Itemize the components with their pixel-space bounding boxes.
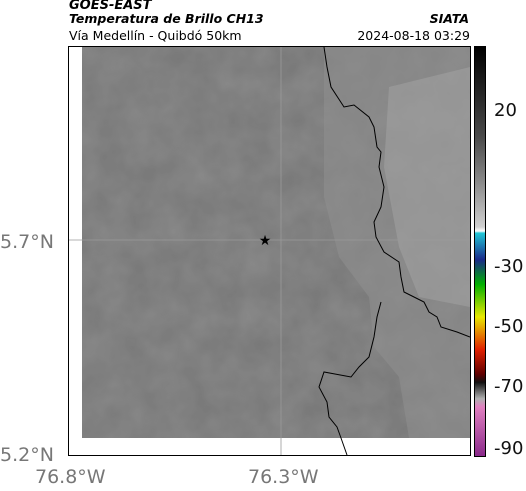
lat-tick-label: 5.7°N <box>0 231 54 253</box>
colorbar <box>474 46 486 457</box>
datetime-label: 2024-08-18 03:29 <box>357 28 470 43</box>
colorbar-tick-label: 20 <box>494 100 517 121</box>
agency-label: SIATA <box>429 11 469 26</box>
satellite-name: GOES-EAST <box>69 0 152 13</box>
colorbar-tick-label: -90 <box>494 438 524 459</box>
lat-tick-label: 5.2°N <box>0 444 54 466</box>
border-line-east <box>323 47 470 338</box>
map-canvas: ★ <box>69 47 470 455</box>
colorbar-tick-label: -30 <box>494 256 524 277</box>
colorbar-tick-label: -70 <box>494 376 524 397</box>
lon-tick-label: 76.3°W <box>248 466 319 488</box>
region-label: Vía Medellín - Quibdó 50km <box>69 28 242 43</box>
star-marker-icon: ★ <box>259 233 272 249</box>
border-line-south <box>318 301 382 455</box>
map-panel[interactable]: ★ <box>68 46 471 456</box>
colorbar-scale <box>475 47 485 456</box>
product-title: Temperatura de Brillo CH13 <box>69 11 264 26</box>
colorbar-tick-label: -50 <box>494 316 524 337</box>
light-band <box>324 47 470 438</box>
lighter-band <box>384 67 470 307</box>
lon-tick-label: 76.8°W <box>35 466 106 488</box>
